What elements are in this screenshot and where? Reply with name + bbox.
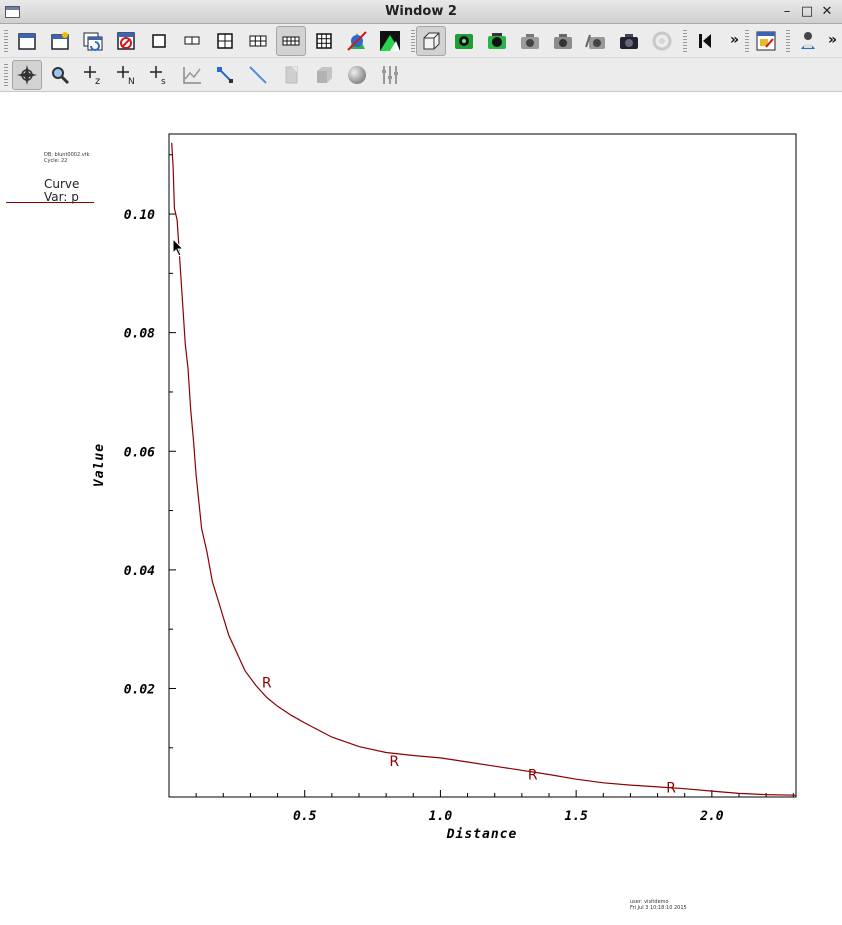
more-icon[interactable]: » xyxy=(828,32,838,48)
mouse-cursor-icon xyxy=(172,238,185,257)
y-axis: 0.02 0.04 0.06 0.08 0.10 xyxy=(124,154,176,749)
toolbar-grip[interactable] xyxy=(4,30,8,52)
spin-icon[interactable] xyxy=(342,26,372,56)
toolbar-grip[interactable] xyxy=(4,64,8,86)
more-icon[interactable]: » xyxy=(730,32,740,48)
close-button[interactable]: ✕ xyxy=(821,4,833,19)
y-tick-label: 0.06 xyxy=(124,445,155,460)
y-axis-label: Value xyxy=(92,443,107,487)
box-tool-icon[interactable] xyxy=(309,60,339,90)
x-tick-label: 2.0 xyxy=(699,809,724,824)
plot-frame xyxy=(168,133,797,798)
layout-2x2-icon[interactable] xyxy=(210,26,240,56)
layout-2x4-icon[interactable] xyxy=(276,26,306,56)
camera-4-icon[interactable] xyxy=(614,26,644,56)
curve-line xyxy=(171,142,797,796)
y-tick-label: 0.08 xyxy=(124,327,155,342)
curve-marker: R xyxy=(389,754,399,770)
x-axis-label: Distance xyxy=(446,827,518,842)
legend-line-swatch xyxy=(6,202,94,203)
camera-3-icon[interactable] xyxy=(581,26,611,56)
tools-icon[interactable] xyxy=(751,26,781,56)
toolbar-grip[interactable] xyxy=(786,30,790,52)
svg-text:s: s xyxy=(161,77,166,86)
y-tick-label: 0.10 xyxy=(124,208,155,223)
line-tool-icon[interactable] xyxy=(243,60,273,90)
x-axis: 0.5 1.0 1.5 2.0 xyxy=(195,790,794,824)
open-window-icon[interactable] xyxy=(45,26,75,56)
x-tick-label: 1.0 xyxy=(429,809,453,824)
cycle-label: Cycle: 22 xyxy=(44,158,68,164)
main-toolbar: » » xyxy=(0,24,842,58)
curve-plot-icon[interactable] xyxy=(177,60,207,90)
timestamp: Fri Jul 3 10:18:10 2015 xyxy=(630,905,687,911)
camera-2-icon[interactable] xyxy=(548,26,578,56)
toolbar-grip[interactable] xyxy=(683,30,687,52)
refresh-window-icon[interactable] xyxy=(78,26,108,56)
window-title: Window 2 xyxy=(385,4,457,19)
layout-1x1-icon[interactable] xyxy=(144,26,174,56)
pick-zone-icon[interactable]: z xyxy=(78,60,108,90)
new-window-icon[interactable] xyxy=(12,26,42,56)
curve-marker: R xyxy=(528,767,538,783)
database-info: DB: blunt0002.vtk Cycle: 22 xyxy=(44,152,90,164)
curve-marker: R xyxy=(666,781,676,797)
step-back-icon[interactable] xyxy=(690,26,720,56)
lock-view-icon[interactable] xyxy=(449,26,479,56)
layout-1x2-icon[interactable] xyxy=(177,26,207,56)
minimize-button[interactable]: – xyxy=(783,4,791,19)
y-tick-label: 0.04 xyxy=(124,564,155,579)
legend-variable: Var: p xyxy=(44,190,79,204)
sphere-tool-icon[interactable] xyxy=(342,60,372,90)
mode-toolbar: z N s xyxy=(0,58,842,92)
view-3d-box-icon[interactable] xyxy=(416,26,446,56)
user-info: user: visitdemo Fri Jul 3 10:18:10 2015 xyxy=(630,899,687,911)
lock-time-icon[interactable] xyxy=(482,26,512,56)
curve-markers: R R R R xyxy=(262,676,676,797)
curve-marker: R xyxy=(262,676,272,692)
plane-tool-icon[interactable] xyxy=(276,60,306,90)
zoom-icon[interactable] xyxy=(45,60,75,90)
camera-icon[interactable] xyxy=(515,26,545,56)
x-tick-label: 1.5 xyxy=(564,809,588,824)
navigate-icon[interactable] xyxy=(12,60,42,90)
pick-node-icon[interactable]: N xyxy=(111,60,141,90)
pick-spreadsheet-icon[interactable]: s xyxy=(144,60,174,90)
database-name: DB: blunt0002.vtk xyxy=(44,152,90,158)
x-tick-label: 0.5 xyxy=(293,809,317,824)
clear-pick-icon[interactable] xyxy=(793,26,823,56)
svg-text:N: N xyxy=(128,77,135,86)
toolbar-grip[interactable] xyxy=(411,30,415,52)
y-tick-label: 0.02 xyxy=(124,682,155,697)
window-menu-icon[interactable] xyxy=(5,6,20,18)
invert-background-icon[interactable] xyxy=(375,26,405,56)
window-titlebar[interactable]: Window 2 – □ ✕ xyxy=(0,0,842,24)
axis-restrict-icon[interactable] xyxy=(375,60,405,90)
maximize-button[interactable]: □ xyxy=(800,4,814,19)
svg-text:z: z xyxy=(95,76,100,86)
layout-2x3-icon[interactable] xyxy=(243,26,273,56)
point-tool-icon[interactable] xyxy=(210,60,240,90)
legend-title: Curve xyxy=(44,177,80,191)
user-name: user: visitdemo xyxy=(630,899,669,905)
legend: Curve Var: p xyxy=(44,178,79,204)
visualization-window[interactable] xyxy=(0,92,842,925)
toolbar-grip[interactable] xyxy=(745,30,749,52)
layout-3x3-icon[interactable] xyxy=(309,26,339,56)
camera-5-icon[interactable] xyxy=(647,26,677,56)
delete-window-icon[interactable] xyxy=(111,26,141,56)
